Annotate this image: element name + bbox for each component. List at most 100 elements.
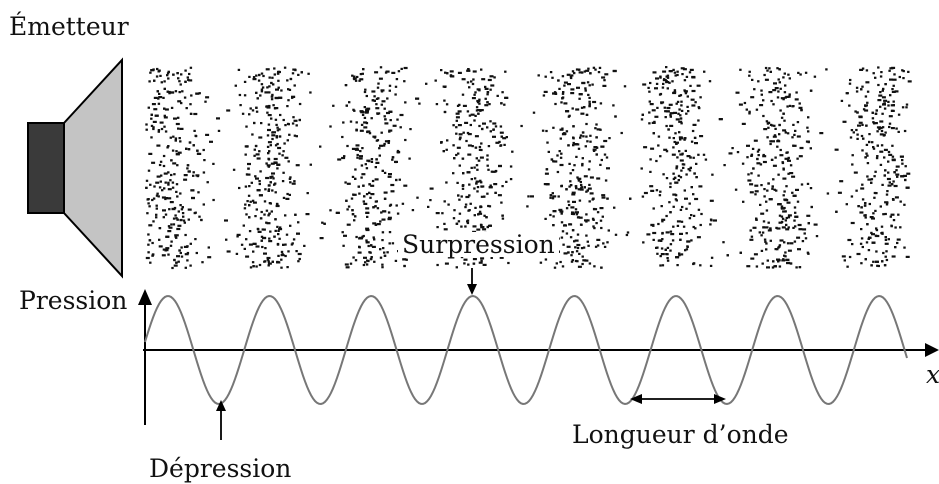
particle bbox=[164, 249, 167, 252]
particle bbox=[442, 150, 445, 153]
particle bbox=[169, 179, 172, 182]
particle bbox=[182, 215, 185, 218]
particle bbox=[346, 208, 349, 211]
particle bbox=[365, 167, 369, 170]
particle bbox=[157, 130, 160, 133]
particle bbox=[238, 93, 242, 97]
particle bbox=[358, 79, 361, 82]
particle bbox=[577, 188, 581, 191]
particle bbox=[256, 157, 261, 160]
particle bbox=[774, 265, 777, 268]
particle bbox=[568, 162, 571, 165]
particle bbox=[664, 110, 667, 113]
particle bbox=[569, 76, 573, 80]
particle bbox=[680, 122, 683, 125]
particle bbox=[180, 208, 184, 211]
particle bbox=[900, 175, 905, 178]
particle bbox=[546, 141, 549, 144]
particle bbox=[586, 81, 590, 84]
particle bbox=[246, 200, 249, 203]
particle bbox=[168, 92, 171, 95]
particle bbox=[872, 147, 876, 150]
particle bbox=[457, 152, 460, 155]
particle bbox=[266, 222, 271, 225]
particle bbox=[804, 237, 808, 240]
particle bbox=[356, 156, 359, 159]
particle bbox=[903, 246, 906, 249]
particle bbox=[251, 109, 255, 112]
particle bbox=[784, 219, 787, 222]
particle bbox=[446, 72, 449, 75]
particle bbox=[871, 217, 875, 220]
particle bbox=[762, 226, 765, 229]
particle bbox=[652, 71, 657, 74]
particle bbox=[251, 199, 255, 202]
particle bbox=[798, 102, 801, 105]
particle bbox=[184, 266, 187, 269]
particle bbox=[265, 221, 268, 224]
particle bbox=[776, 258, 780, 261]
particle bbox=[612, 69, 617, 73]
particle bbox=[865, 81, 870, 84]
particle bbox=[173, 264, 178, 267]
particle bbox=[806, 214, 811, 217]
particle bbox=[674, 74, 677, 77]
particle bbox=[887, 160, 890, 163]
particle bbox=[860, 206, 863, 209]
particle bbox=[471, 145, 474, 148]
particle bbox=[429, 199, 432, 202]
particle bbox=[455, 112, 460, 115]
particle bbox=[252, 242, 257, 245]
particle bbox=[297, 73, 300, 76]
particle bbox=[760, 234, 763, 237]
particle bbox=[489, 88, 492, 91]
particle bbox=[793, 206, 797, 209]
particle bbox=[751, 78, 754, 81]
particle bbox=[574, 239, 579, 242]
particle bbox=[766, 259, 769, 262]
particle bbox=[678, 150, 681, 153]
particle bbox=[156, 90, 159, 93]
particle bbox=[395, 178, 398, 182]
particle bbox=[771, 140, 775, 143]
particle bbox=[542, 94, 546, 97]
particle bbox=[464, 206, 467, 209]
particle bbox=[465, 139, 468, 143]
particle bbox=[685, 232, 688, 235]
particle bbox=[759, 203, 762, 206]
particle bbox=[874, 260, 879, 263]
particle bbox=[359, 150, 362, 153]
particle bbox=[864, 104, 867, 108]
particle bbox=[370, 160, 374, 163]
particle bbox=[861, 149, 864, 152]
particle bbox=[601, 215, 604, 218]
particle bbox=[264, 247, 267, 250]
particle bbox=[499, 131, 504, 134]
particle bbox=[779, 154, 784, 157]
particle bbox=[159, 180, 162, 183]
particle bbox=[167, 183, 170, 186]
particle bbox=[849, 78, 852, 82]
particle bbox=[147, 169, 151, 172]
particle bbox=[260, 83, 264, 86]
particle bbox=[274, 144, 278, 147]
particle bbox=[754, 190, 759, 193]
particle bbox=[479, 109, 482, 112]
particle bbox=[795, 266, 798, 269]
particle bbox=[799, 146, 804, 150]
particle bbox=[677, 179, 680, 182]
particle bbox=[864, 156, 867, 159]
particle bbox=[883, 174, 886, 177]
particle bbox=[366, 215, 369, 218]
particle bbox=[158, 163, 162, 167]
particle bbox=[196, 152, 200, 155]
particle bbox=[785, 95, 790, 98]
particle bbox=[359, 155, 363, 158]
particle bbox=[477, 213, 480, 216]
particle bbox=[810, 205, 813, 209]
particle bbox=[571, 74, 574, 77]
particle bbox=[472, 262, 476, 265]
particle bbox=[903, 203, 906, 206]
particle bbox=[585, 234, 588, 237]
particle bbox=[869, 236, 872, 239]
